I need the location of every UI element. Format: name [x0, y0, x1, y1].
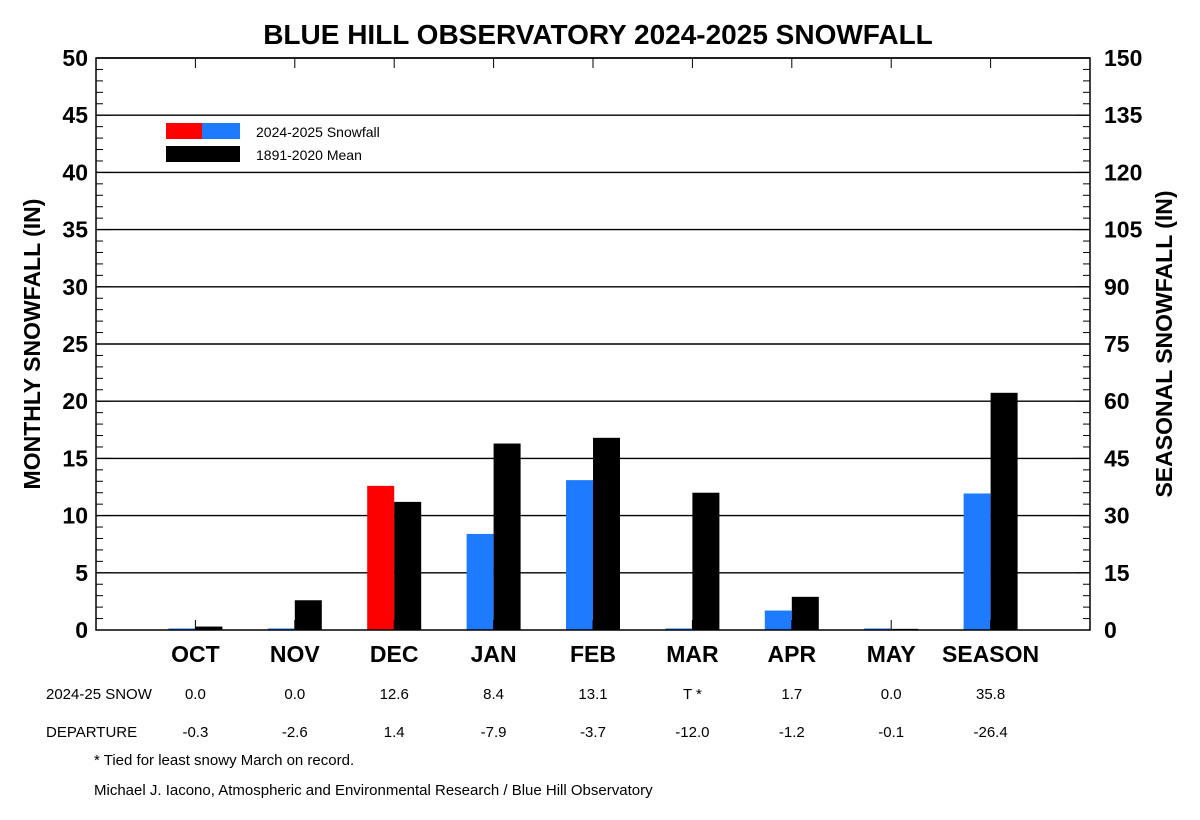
legend-swatch-blue [202, 123, 240, 139]
departure-value-mar: -12.0 [675, 724, 709, 741]
category-label-season: SEASON [942, 641, 1039, 667]
snowfall-bar-season [963, 493, 991, 630]
legend-label-snowfall: 2024-2025 Snowfall [256, 124, 380, 140]
snowfall-bar-jan [466, 533, 494, 630]
mean-bar-jan [493, 443, 521, 630]
snowfall-bar-dec [367, 485, 395, 630]
category-label-dec: DEC [370, 641, 419, 667]
legend: 2024-2025 Snowfall 1891-2020 Mean [166, 123, 380, 163]
table-row-label-departure: DEPARTURE [46, 724, 137, 741]
data-table: 2024-25 SNOW DEPARTURE 0.0 0.0 12.6 8.4 13.1… [46, 686, 1008, 741]
right-tick-label: 60 [1104, 388, 1130, 414]
category-label-may: MAY [867, 641, 916, 667]
mean-bar-oct [195, 626, 223, 630]
snow-value-nov: 0.0 [284, 686, 305, 703]
category-label-nov: NOV [270, 641, 321, 667]
category-label-mar: MAR [666, 641, 719, 667]
mean-bar-nov [294, 600, 322, 630]
credit-line: Michael J. Iacono, Atmospheric and Envir… [94, 782, 653, 799]
snow-value-may: 0.0 [881, 686, 902, 703]
departure-value-feb: -3.7 [580, 724, 606, 741]
right-tick-label: 150 [1104, 45, 1142, 71]
snowfall-bar-apr [764, 610, 792, 630]
left-tick-label: 0 [75, 617, 88, 643]
axis-ticks [96, 57, 1090, 631]
departure-value-apr: -1.2 [779, 724, 805, 741]
left-axis-tick-labels: 0 5 10 15 20 25 30 35 40 45 50 [62, 45, 88, 643]
left-tick-label: 45 [62, 102, 88, 128]
snow-value-dec: 12.6 [380, 686, 409, 703]
category-label-jan: JAN [471, 641, 517, 667]
snow-value-apr: 1.7 [781, 686, 802, 703]
right-axis-label: SEASONAL SNOWFALL (IN) [1151, 190, 1177, 497]
left-tick-label: 15 [62, 445, 88, 471]
right-tick-label: 135 [1104, 102, 1143, 128]
departure-value-jan: -7.9 [481, 724, 507, 741]
mean-bar-season [990, 392, 1018, 630]
left-tick-label: 20 [62, 388, 88, 414]
left-tick-label: 25 [62, 331, 88, 357]
mean-bar-feb [593, 437, 620, 630]
right-tick-label: 0 [1104, 617, 1117, 643]
snow-value-season: 35.8 [976, 686, 1005, 703]
right-axis-tick-labels: 0 15 30 45 60 75 90 105 120 135 150 [1104, 45, 1143, 643]
footnote: * Tied for least snowy March on record. [94, 752, 354, 769]
snow-value-feb: 13.1 [578, 686, 607, 703]
mean-bar-apr [791, 596, 819, 630]
right-tick-label: 30 [1104, 503, 1130, 529]
right-tick-label: 15 [1104, 560, 1130, 586]
left-tick-label: 35 [62, 217, 88, 243]
left-tick-label: 50 [62, 45, 88, 71]
mean-bar-mar [692, 492, 720, 630]
snow-value-oct: 0.0 [185, 686, 206, 703]
left-axis-label: MONTHLY SNOWFALL (IN) [19, 199, 45, 490]
right-tick-label: 90 [1104, 274, 1130, 300]
category-label-oct: OCT [171, 641, 220, 667]
right-tick-label: 105 [1104, 217, 1143, 243]
mean-bar-dec [394, 501, 422, 630]
left-tick-label: 40 [62, 159, 88, 185]
category-label-feb: FEB [570, 641, 616, 667]
left-tick-label: 10 [62, 503, 88, 529]
snowfall-bar-feb [566, 480, 593, 630]
right-tick-label: 45 [1104, 445, 1130, 471]
legend-label-mean: 1891-2020 Mean [256, 147, 362, 163]
departure-value-season: -26.4 [973, 724, 1007, 741]
category-labels: OCT NOV DEC JAN FEB MAR APR MAY SEASON [171, 641, 1039, 667]
departure-value-nov: -2.6 [282, 724, 308, 741]
bars-group [168, 392, 1018, 630]
legend-swatch-red [166, 123, 202, 139]
category-label-apr: APR [768, 641, 817, 667]
departure-value-oct: -0.3 [182, 724, 208, 741]
chart-title: BLUE HILL OBSERVATORY 2024-2025 SNOWFALL [263, 19, 933, 50]
snow-value-mar: T * [683, 686, 702, 703]
left-tick-label: 30 [62, 274, 88, 300]
legend-swatch-black [166, 146, 240, 162]
departure-value-may: -0.1 [878, 724, 904, 741]
snow-value-jan: 8.4 [483, 686, 504, 703]
right-tick-label: 75 [1104, 331, 1130, 357]
departure-value-dec: 1.4 [384, 724, 405, 741]
table-row-label-snow: 2024-25 SNOW [46, 686, 153, 703]
right-tick-label: 120 [1104, 159, 1142, 185]
left-tick-label: 5 [75, 560, 88, 586]
